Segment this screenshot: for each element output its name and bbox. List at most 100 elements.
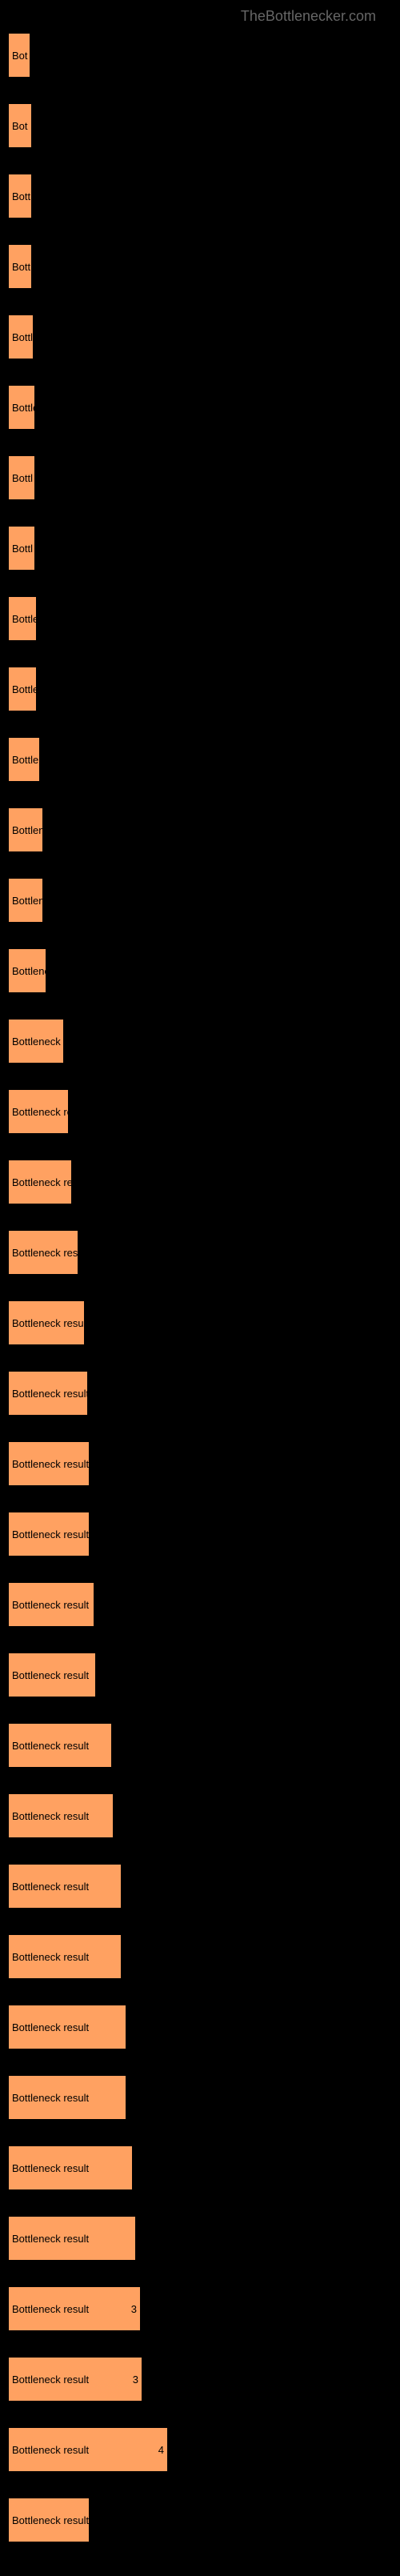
bar: Bottl xyxy=(8,526,35,571)
bar-row: Bottleneck result 3 xyxy=(8,2286,392,2331)
bar: Bottlen xyxy=(8,737,40,782)
bar: Bottleneck result xyxy=(8,1089,69,1134)
bar: Bottleneck result xyxy=(8,1371,88,1416)
bar-label: Bottleneck result xyxy=(12,1458,89,1470)
bar-label: Bottlen xyxy=(12,754,44,766)
bar-row: Bottleneck result xyxy=(8,1653,392,1697)
bar: Bott xyxy=(8,174,32,218)
bar-row: Bottleneck result3 xyxy=(8,2357,392,2402)
bar: Bottleneck result xyxy=(8,1864,122,1909)
bar: Bottle xyxy=(8,596,37,641)
bar-label: Bottleneck r xyxy=(12,1036,67,1048)
bar: Bottlene xyxy=(8,948,46,993)
footer-bar-row: Bottleneck result xyxy=(8,2498,392,2542)
bar-row: Bottleneck result xyxy=(8,1441,392,1486)
bar-row: Bottle xyxy=(8,596,392,641)
bar-row: Bottlen xyxy=(8,737,392,782)
bar: Bottleneck result 3 xyxy=(8,2286,141,2331)
bar-label: Bottleneck result xyxy=(12,2092,89,2104)
bar-label: Bottl xyxy=(12,543,33,555)
bar: Bottleneck res xyxy=(8,1160,72,1204)
bar-row: Bottleneck result xyxy=(8,2005,392,2049)
bar-row: Bottleneck result xyxy=(8,2145,392,2190)
bar-label: Bot xyxy=(12,50,28,62)
bar-label: Bottleneck result xyxy=(12,1317,89,1329)
bar-row: Bottleneck result xyxy=(8,1934,392,1979)
bar-row: Bottleneck result xyxy=(8,1723,392,1768)
bar-label: Bottleneck result xyxy=(12,2021,89,2033)
bar-row: Bott xyxy=(8,244,392,289)
bar-label: Bottl xyxy=(12,331,33,343)
bar: Bottleneck result xyxy=(8,1441,90,1486)
bar: Bottleneck result xyxy=(8,2145,133,2190)
bar-row: Bot xyxy=(8,103,392,148)
bar-label: Bott xyxy=(12,261,30,273)
bar: Bottleneck result xyxy=(8,1582,94,1627)
bar: Bott xyxy=(8,244,32,289)
bar: Bottleneck result xyxy=(8,2005,126,2049)
bar-value-label: 3 xyxy=(131,2303,137,2315)
bar-label: Bottleneck result xyxy=(12,1951,89,1963)
bar-row: Bottleneck result xyxy=(8,1300,392,1345)
bar-row: Bottleneck result 4 xyxy=(8,2427,392,2472)
bar-label: Bottlene xyxy=(12,965,50,977)
bar-label: Bottle xyxy=(12,402,38,414)
watermark-text: TheBottlenecker.com xyxy=(8,8,392,25)
bar: Bottl xyxy=(8,314,34,359)
bar-row: Bottl xyxy=(8,526,392,571)
bar: Bottleneck r xyxy=(8,1019,64,1064)
bar-label: Bottleneck result xyxy=(12,1528,89,1540)
bar-value-label: 4 xyxy=(158,2444,164,2456)
bar-label: Bottleneck res xyxy=(12,1176,78,1188)
bar-row: Bottl xyxy=(8,314,392,359)
bar-row: Bottle xyxy=(8,385,392,430)
bar-chart: Bot Bot Bott Bott Bottl Bottle Bottl Bottl Bottl… xyxy=(8,33,392,2542)
bar-label: Bottleneck result xyxy=(12,1247,89,1259)
bar: Bottlene xyxy=(8,807,43,852)
bar-row: Bottl xyxy=(8,455,392,500)
bar-row: Bottleneck result xyxy=(8,2075,392,2120)
bar-label: Bott xyxy=(12,190,30,202)
bar-row: Bottle xyxy=(8,667,392,711)
footer-bar-label: Bottleneck result xyxy=(12,2514,89,2526)
bar-row: Bottleneck r xyxy=(8,1019,392,1064)
bar: Bottle xyxy=(8,385,35,430)
bar-row: Bottleneck result xyxy=(8,1582,392,1627)
bar-label: Bottleneck result xyxy=(12,2374,89,2386)
bar-row: Bottlen xyxy=(8,878,392,923)
bar-label: Bottleneck result xyxy=(12,1106,89,1118)
bar: Bottl xyxy=(8,455,35,500)
bar-label: Bottlen xyxy=(12,895,44,907)
bar-row: Bottleneck res xyxy=(8,1160,392,1204)
bar-row: Bottleneck result xyxy=(8,1089,392,1134)
bar: Bot xyxy=(8,103,32,148)
bar-label: Bottlene xyxy=(12,824,50,836)
bar-label: Bottleneck result xyxy=(12,1388,89,1400)
bar-row: Bottlene xyxy=(8,807,392,852)
bar-row: Bottleneck result xyxy=(8,1793,392,1838)
bar: Bottleneck result xyxy=(8,1300,85,1345)
bar: Bot xyxy=(8,33,30,78)
bar-label: Bottl xyxy=(12,472,33,484)
bar-label: Bottleneck result xyxy=(12,1669,89,1681)
bar: Bottleneck result xyxy=(8,1723,112,1768)
bar-row: Bottleneck result xyxy=(8,1371,392,1416)
bar-row: Bottleneck result xyxy=(8,1864,392,1909)
bar-label: Bottleneck result xyxy=(12,1599,89,1611)
bar-label: Bottleneck result xyxy=(12,1740,89,1752)
footer-bar: Bottleneck result xyxy=(8,2498,90,2542)
bar-label: Bottleneck result xyxy=(12,2233,89,2245)
bar: Bottleneck result xyxy=(8,2216,136,2261)
bar-label: Bottleneck result xyxy=(12,2444,89,2456)
bar-row: Bottleneck result xyxy=(8,1230,392,1275)
bar: Bottleneck result xyxy=(8,1230,78,1275)
bar-row: Bot xyxy=(8,33,392,78)
bar-label: Bottleneck result xyxy=(12,2303,89,2315)
bar-label: Bottleneck result xyxy=(12,1810,89,1822)
bar-row: Bott xyxy=(8,174,392,218)
bar-row: Bottleneck result xyxy=(8,2216,392,2261)
bar-label: Bottle xyxy=(12,613,38,625)
bar: Bottleneck result xyxy=(8,2075,126,2120)
bar-label: Bot xyxy=(12,120,28,132)
bar: Bottleneck result xyxy=(8,1653,96,1697)
